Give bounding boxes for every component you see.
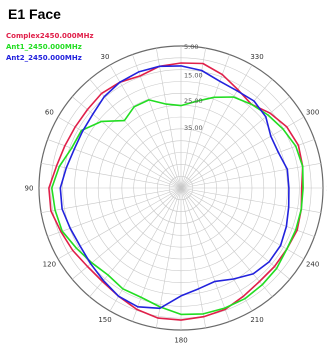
grid-spoke	[89, 187, 182, 297]
grid-spoke	[180, 187, 290, 280]
radial-tick-label: 15.00	[184, 71, 203, 79]
grid-spoke	[180, 187, 321, 213]
angle-tick-label: 30	[101, 53, 110, 61]
grid-spoke	[47, 139, 182, 189]
grid-spoke	[180, 79, 273, 189]
angle-tick-label: 180	[174, 337, 187, 345]
grid-spoke	[180, 139, 315, 189]
angle-tick-label: 210	[250, 316, 263, 324]
polar-labels: 3060901201501802102402703003305.0015.002…	[25, 43, 327, 345]
grid-spoke	[132, 187, 182, 322]
angle-tick-label: 60	[45, 109, 54, 117]
radial-tick-label: 25.00	[184, 97, 203, 105]
grid-spoke	[180, 187, 230, 322]
page-title: E1 Face	[8, 6, 61, 22]
angle-tick-label: 240	[306, 261, 319, 269]
angle-tick-label: 330	[250, 53, 263, 61]
grid-spoke	[89, 79, 182, 189]
grid-spoke	[109, 64, 182, 189]
grid-spoke	[57, 116, 182, 189]
grid-spoke	[180, 54, 230, 189]
polar-grid	[38, 45, 324, 331]
grid-spoke	[156, 187, 182, 328]
grid-spoke	[72, 96, 182, 189]
grid-spoke	[180, 96, 290, 189]
grid-spoke	[180, 64, 253, 189]
series-line-1	[48, 62, 304, 321]
angle-tick-label: 120	[43, 261, 56, 269]
grid-spoke	[180, 187, 253, 312]
radial-tick-label: 35.00	[184, 124, 203, 132]
grid-spoke	[109, 187, 182, 312]
angle-tick-label: 150	[98, 316, 111, 324]
grid-spoke	[180, 163, 321, 189]
legend-entry-ant1: Ant1_2450.000MHz	[6, 43, 82, 51]
grid-spoke	[180, 187, 315, 237]
grid-spoke	[180, 187, 305, 260]
series-layer	[48, 62, 304, 321]
legend-entry-ant2: Ant2_2450.000MHz	[6, 54, 82, 62]
grid-spoke	[57, 187, 182, 260]
series-line-2	[51, 96, 304, 316]
grid-spoke	[180, 187, 206, 328]
grid-spoke	[180, 48, 206, 189]
series-line-3	[59, 65, 290, 310]
angle-tick-label: 300	[306, 109, 319, 117]
grid-spoke	[41, 163, 182, 189]
radial-tick-label: 5.00	[184, 43, 198, 51]
chart-legend: Complex2450.000MHz Ant1_2450.000MHz Ant2…	[6, 31, 94, 64]
grid-spoke	[132, 54, 182, 189]
grid-spoke	[180, 187, 273, 297]
grid-spoke	[156, 48, 182, 189]
angle-tick-label: 90	[25, 185, 34, 193]
grid-spoke	[41, 187, 182, 213]
legend-entry-complex: Complex2450.000MHz	[6, 32, 94, 40]
